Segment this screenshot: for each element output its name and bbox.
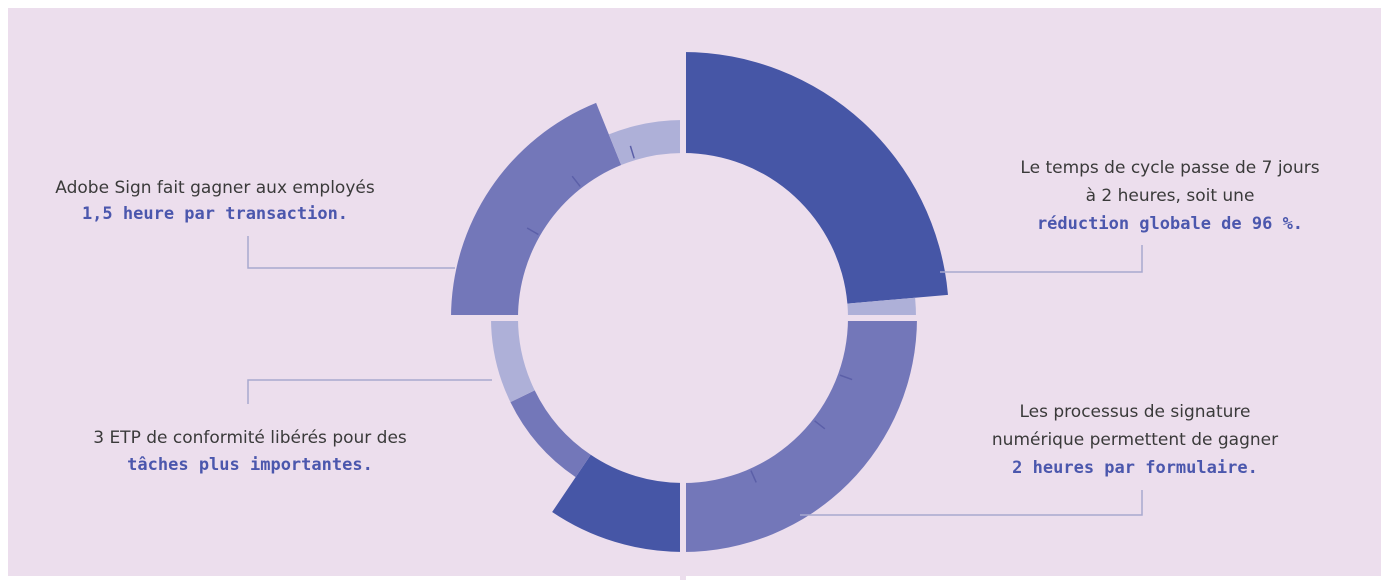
tick (526, 227, 539, 236)
callout-line: Le temps de cycle passe de 7 jours (1020, 158, 1319, 178)
ring-segment (683, 318, 917, 552)
tick (629, 145, 635, 159)
connector (247, 379, 492, 404)
ring-segment (552, 454, 683, 552)
ring-segment (608, 120, 683, 166)
callout-highlight: tâches plus importantes. (127, 455, 373, 475)
ring-segment (683, 52, 948, 304)
ring-gap (680, 40, 686, 580)
callout-line: à 2 heures, soit une (1086, 186, 1255, 206)
connector (800, 490, 1143, 516)
callout-line: Les processus de signature (1020, 402, 1251, 422)
ring-gap (430, 315, 950, 321)
tick (571, 175, 581, 187)
callout-highlight: 1,5 heure par transaction. (82, 204, 348, 224)
callout-line: numérique permettent de gagner (992, 430, 1278, 450)
tick (839, 374, 853, 381)
connector (247, 236, 455, 269)
ring-segment (847, 297, 916, 318)
ring-segment (451, 102, 622, 319)
ring (430, 40, 950, 580)
ring-segment (510, 390, 591, 478)
callout-line: 3 ETP de conformité libérés pour des (93, 428, 407, 448)
callout-highlight: réduction globale de 96 %. (1037, 214, 1303, 234)
connector (940, 245, 1143, 273)
callout-line: Adobe Sign fait gagner aux employés (55, 178, 375, 198)
ring-segment (491, 318, 535, 403)
callout-highlight: 2 heures par formulaire. (1012, 458, 1258, 478)
tick (814, 420, 826, 430)
tick (750, 470, 757, 483)
ticks (526, 145, 853, 483)
